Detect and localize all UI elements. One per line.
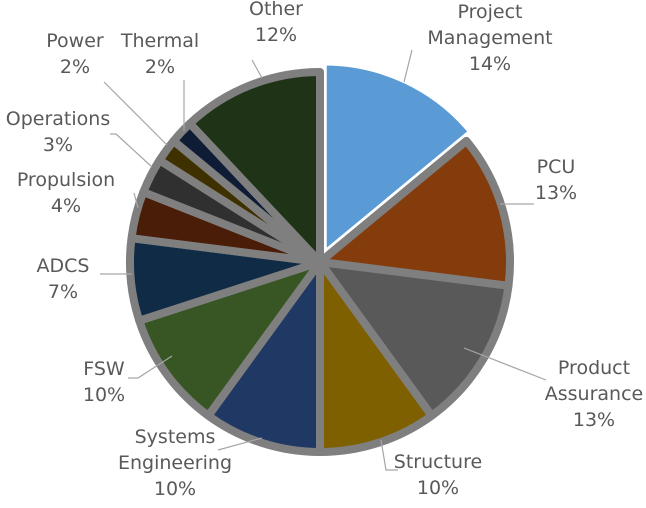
slice-label-pcu: PCU 13% [535, 156, 577, 204]
slice-category-structure: Structure [394, 451, 482, 473]
slice-label-thermal: Thermal 2% [120, 30, 199, 78]
leader-lines [100, 49, 547, 471]
pie-slices [126, 60, 514, 456]
slice-category-adcs: ADCS [37, 255, 90, 277]
slice-percent-fsw: 10% [83, 384, 125, 406]
slice-category-systems-engineering: Systems [135, 426, 216, 448]
slice-label-project-management: Project Management 14% [427, 1, 552, 75]
slice-category-pcu: PCU [537, 156, 576, 178]
slice-category-product-assurance: Product [558, 357, 630, 379]
slice-label-fsw: FSW 10% [83, 358, 125, 406]
leader-line-fsw [128, 355, 173, 379]
slice-percent-propulsion: 4% [51, 195, 81, 217]
slice-percent-structure: 10% [417, 477, 459, 499]
slice-label-operations: Operations 3% [6, 108, 110, 156]
leader-line-project-management [403, 49, 413, 83]
leader-line-product-assurance [463, 347, 547, 381]
leader-line-power [103, 81, 168, 146]
pie-slice-systems-engineering [204, 258, 324, 456]
leader-line-propulsion [133, 192, 139, 209]
leader-line-other [251, 59, 263, 79]
slice-label-structure: Structure 10% [394, 451, 482, 499]
slice-category-fsw: FSW [83, 358, 125, 380]
pie-slice-product-assurance [316, 258, 513, 420]
slice-label-power: Power 2% [46, 30, 104, 78]
pie-slice-project-management [321, 60, 474, 256]
leader-line-systems-engineering [217, 437, 263, 451]
slice-percent-power: 2% [60, 56, 90, 78]
slice-category-other: Other [249, 0, 303, 20]
pie-slice-structure [316, 258, 436, 456]
pie-slice-other [185, 68, 324, 266]
slice-category-operations: Operations [6, 108, 110, 130]
slice-label-adcs: ADCS 7% [37, 255, 90, 303]
slice-percent-adcs: 7% [48, 281, 78, 303]
slice-category-power: Power [46, 30, 104, 52]
slice-label-systems-engineering: Systems Engineering 10% [118, 426, 232, 500]
slice-category-thermal: Thermal [120, 30, 199, 52]
leader-line-structure [380, 439, 398, 471]
pie-slice-fsw [135, 258, 324, 420]
slice-category-project-management: Management [427, 27, 552, 49]
pie-slice-pcu [316, 136, 514, 290]
slice-category-systems-engineering: Engineering [118, 452, 232, 474]
slice-category-project-management: Project [457, 1, 522, 23]
slice-percent-project-management: 14% [469, 53, 511, 75]
slice-percent-thermal: 2% [145, 56, 175, 78]
slice-percent-pcu: 13% [535, 182, 577, 204]
slice-percent-systems-engineering: 10% [154, 478, 196, 500]
slice-category-product-assurance: Assurance [545, 383, 643, 405]
leader-line-operations [110, 133, 153, 168]
slice-percent-operations: 3% [43, 134, 73, 156]
slice-label-product-assurance: Product Assurance 13% [545, 357, 643, 431]
slice-label-other: Other 12% [249, 0, 303, 46]
slice-labels: Project Management 14% PCU 13% Product Assuran… [6, 0, 643, 500]
slice-category-propulsion: Propulsion [17, 169, 115, 191]
slice-label-propulsion: Propulsion 4% [17, 169, 115, 217]
slice-percent-other: 12% [255, 24, 297, 46]
slice-percent-product-assurance: 13% [573, 409, 615, 431]
